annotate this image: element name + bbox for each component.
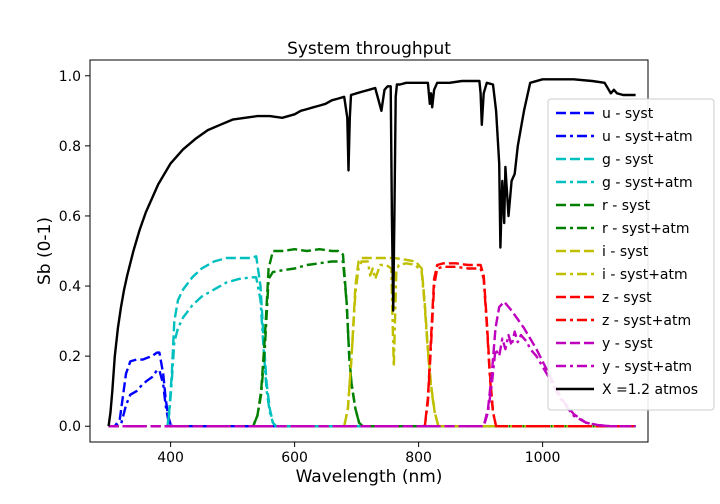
legend-label: r - syst+atm xyxy=(602,221,690,237)
y-tick-label: 0.2 xyxy=(59,349,81,365)
x-tick-label: 600 xyxy=(281,450,308,466)
y-axis-label: Sb (0-1) xyxy=(35,217,55,285)
legend-label: g - syst+atm xyxy=(602,175,693,191)
chart-title: System throughput xyxy=(287,39,451,59)
legend-label: z - syst xyxy=(602,290,652,306)
x-tick-label: 400 xyxy=(157,450,184,466)
legend-label: z - syst+atm xyxy=(602,313,691,329)
legend-label: i - syst+atm xyxy=(602,267,688,283)
legend-label: u - syst xyxy=(602,106,654,122)
y-tick-label: 0.4 xyxy=(59,279,81,295)
legend-box xyxy=(547,98,715,411)
x-axis-label: Wavelength (nm) xyxy=(296,467,443,487)
series-line-5 xyxy=(108,260,636,428)
x-tick-label: 800 xyxy=(405,450,432,466)
y-tick-label: 0.8 xyxy=(59,139,81,155)
series-line-10 xyxy=(108,300,636,428)
ticks-layer: 400 600 800 1000 0.0 0.2 0.4 0.6 0.8 1.0 xyxy=(59,69,561,466)
legend: u - syst u - syst+atm g - syst g - syst+atm… xyxy=(547,98,715,411)
series-line-8 xyxy=(108,262,636,428)
legend-label: X =1.2 atmos xyxy=(602,382,698,398)
legend-label: r - syst xyxy=(602,198,651,214)
y-tick-label: 1.0 xyxy=(59,69,81,85)
series-line-12 xyxy=(107,78,636,427)
y-tick-label: 0.6 xyxy=(59,209,81,225)
series-line-11 xyxy=(108,330,636,428)
legend-label: g - syst xyxy=(602,152,654,168)
y-tick-label: 0.0 xyxy=(59,419,81,435)
legend-label: y - syst+atm xyxy=(602,359,692,375)
x-tick-label: 1000 xyxy=(525,450,561,466)
legend-label: i - syst xyxy=(602,244,649,260)
legend-label: u - syst+atm xyxy=(602,129,693,145)
series-line-7 xyxy=(108,260,636,428)
series-layer xyxy=(107,78,636,428)
legend-label: y - syst xyxy=(602,336,653,352)
series-line-3 xyxy=(108,276,636,428)
